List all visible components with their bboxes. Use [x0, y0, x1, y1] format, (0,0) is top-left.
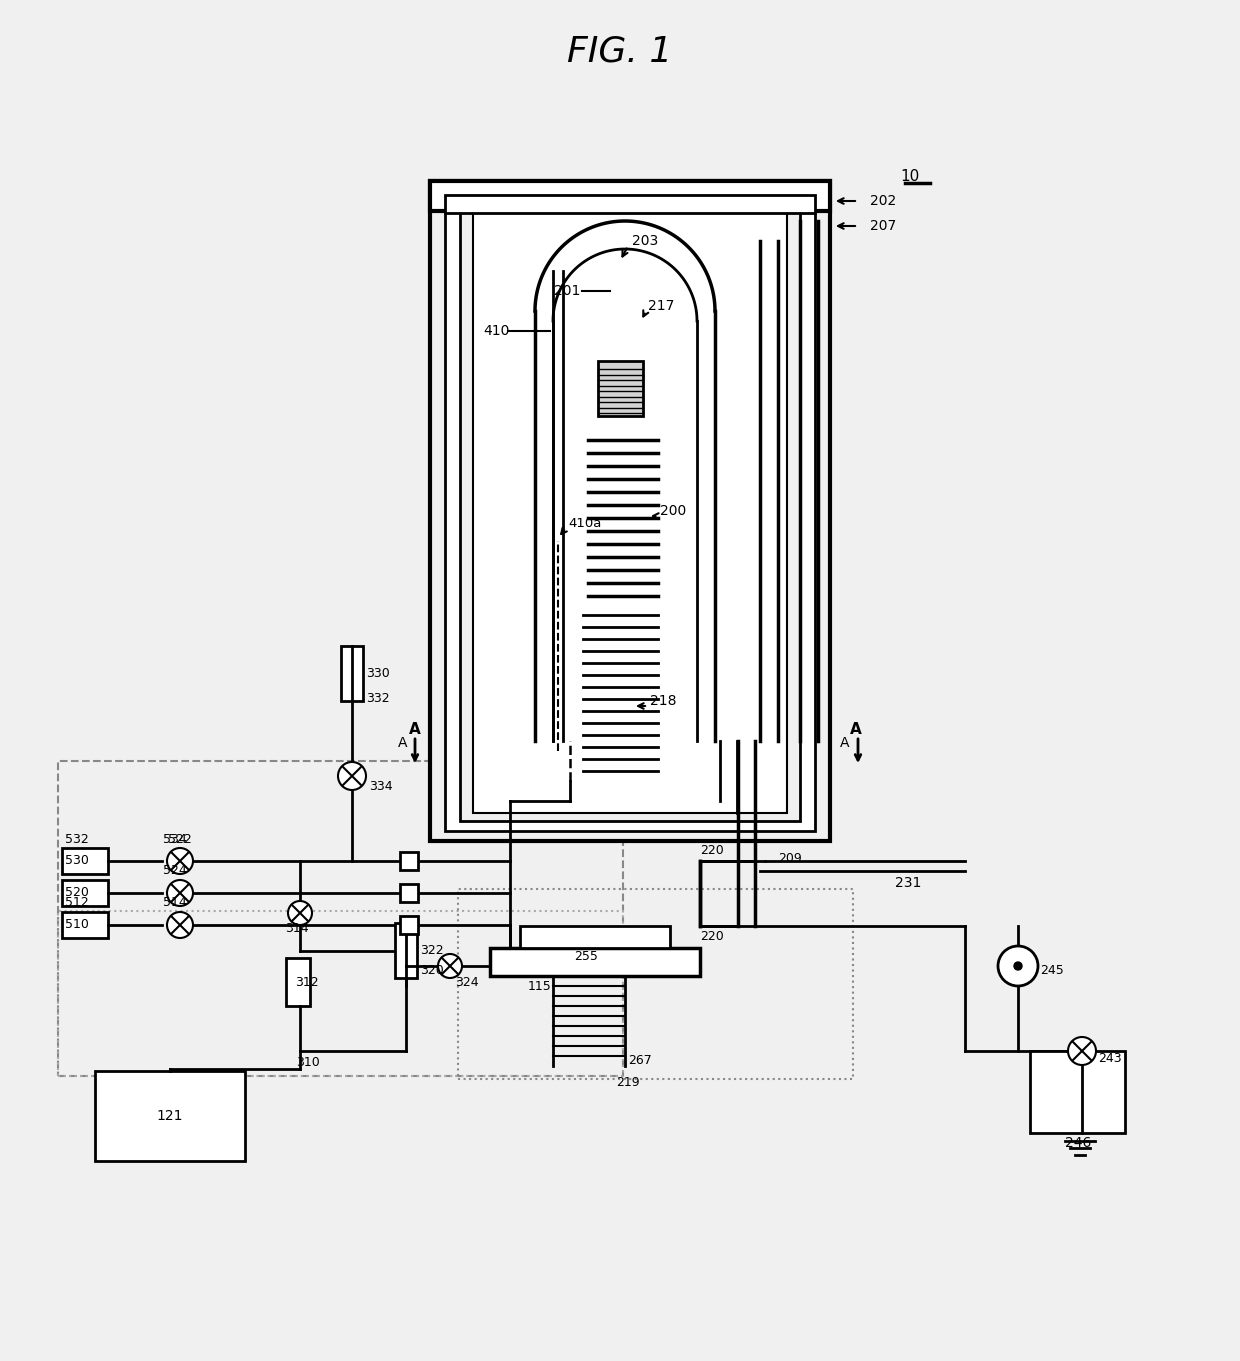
Text: 220: 220	[701, 844, 724, 857]
Circle shape	[167, 912, 193, 938]
Bar	[598, 361, 644, 416]
Text: 312: 312	[295, 976, 319, 988]
Text: 203: 203	[632, 234, 658, 248]
Text: 512: 512	[64, 897, 89, 909]
Text: 510: 510	[64, 919, 89, 931]
Text: A: A	[849, 721, 862, 736]
Bar	[396, 923, 417, 979]
Text: 219: 219	[616, 1077, 640, 1090]
Text: 217: 217	[649, 299, 675, 313]
Text: 410a: 410a	[568, 517, 601, 529]
Text: 520: 520	[64, 886, 89, 900]
Circle shape	[288, 901, 312, 925]
Text: 201: 201	[553, 284, 580, 298]
Text: A: A	[839, 736, 849, 750]
Bar	[458, 889, 853, 1079]
Circle shape	[167, 881, 193, 906]
Text: 243: 243	[1097, 1052, 1122, 1064]
Bar	[401, 885, 418, 902]
Text: 218: 218	[650, 694, 677, 708]
Bar	[95, 1071, 246, 1161]
Circle shape	[438, 954, 463, 979]
Text: 220: 220	[701, 930, 724, 943]
Text: 532: 532	[64, 833, 89, 845]
Bar	[62, 881, 108, 906]
Text: A: A	[398, 736, 408, 750]
Bar	[460, 201, 800, 821]
Text: 324: 324	[455, 976, 479, 989]
Circle shape	[339, 762, 366, 789]
Circle shape	[1068, 1037, 1096, 1066]
Bar	[62, 912, 108, 938]
Text: FIG. 1: FIG. 1	[568, 34, 672, 68]
Bar	[58, 761, 622, 1077]
Circle shape	[167, 848, 193, 874]
Bar	[430, 181, 830, 841]
Circle shape	[1014, 962, 1022, 970]
Bar	[341, 646, 363, 701]
Text: 231: 231	[895, 876, 921, 890]
Text: 310: 310	[296, 1056, 320, 1070]
Text: 267: 267	[627, 1055, 652, 1067]
Bar	[490, 949, 701, 976]
Text: 10: 10	[900, 169, 919, 184]
Bar	[401, 852, 418, 870]
Text: A: A	[409, 721, 420, 736]
Bar	[472, 208, 787, 813]
Text: 534: 534	[162, 833, 187, 845]
Bar	[430, 181, 830, 211]
Text: 314: 314	[285, 921, 309, 935]
Text: 524: 524	[162, 864, 187, 878]
Bar	[1030, 1051, 1125, 1132]
Bar	[520, 925, 670, 949]
Text: 202: 202	[870, 195, 897, 208]
Text: 514: 514	[162, 897, 187, 909]
Text: 200: 200	[660, 504, 686, 519]
Bar	[445, 195, 815, 214]
Text: 322: 322	[420, 943, 444, 957]
Bar	[62, 848, 108, 874]
Bar	[58, 911, 622, 1077]
Text: 121: 121	[156, 1109, 184, 1123]
Text: 115: 115	[528, 980, 552, 994]
Text: 530: 530	[64, 855, 89, 867]
Text: 255: 255	[574, 950, 598, 964]
Text: 320: 320	[420, 965, 444, 977]
Text: 330: 330	[366, 667, 389, 679]
Text: 209: 209	[777, 852, 802, 864]
Circle shape	[998, 946, 1038, 985]
Bar	[401, 916, 418, 934]
Text: 207: 207	[870, 219, 897, 233]
Text: 332: 332	[366, 691, 389, 705]
Text: 246: 246	[1065, 1136, 1091, 1150]
Text: 410: 410	[484, 324, 510, 338]
Text: 334: 334	[370, 780, 393, 792]
Text: 522: 522	[167, 833, 192, 845]
Text: 245: 245	[1040, 965, 1064, 977]
Bar	[445, 196, 815, 832]
Bar	[286, 958, 310, 1006]
